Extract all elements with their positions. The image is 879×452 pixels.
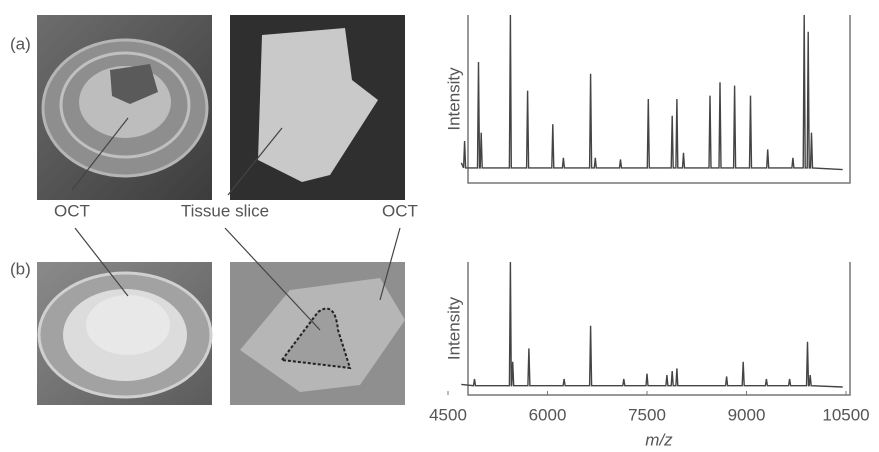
x-tick-label: 10500 — [822, 405, 869, 424]
panel-label: (a) — [10, 34, 31, 53]
photo-b-holder — [37, 262, 212, 405]
y-axis-label: Intensity — [444, 67, 463, 131]
panel-label: (b) — [10, 259, 31, 278]
x-tick-label: 4500 — [429, 405, 467, 424]
annotation: OCT — [54, 201, 90, 220]
photo-a-slice — [230, 15, 405, 200]
photo-b-slice — [230, 262, 405, 405]
photo-a-holder — [37, 15, 212, 200]
annotation: Tissue slice — [181, 201, 269, 220]
spectrum — [461, 15, 842, 170]
x-tick-label: 9000 — [728, 405, 766, 424]
figure: (a) (b) OCT Tissue slice OCT Intensity In… — [0, 0, 879, 452]
x-tick-label: 7500 — [628, 405, 666, 424]
x-axis-label: m/z — [645, 430, 673, 449]
annotation: OCT — [382, 201, 418, 220]
x-tick-label: 6000 — [529, 405, 567, 424]
spectrum — [461, 262, 842, 387]
axis-frame — [468, 262, 850, 395]
y-axis-label: Intensity — [444, 296, 463, 360]
